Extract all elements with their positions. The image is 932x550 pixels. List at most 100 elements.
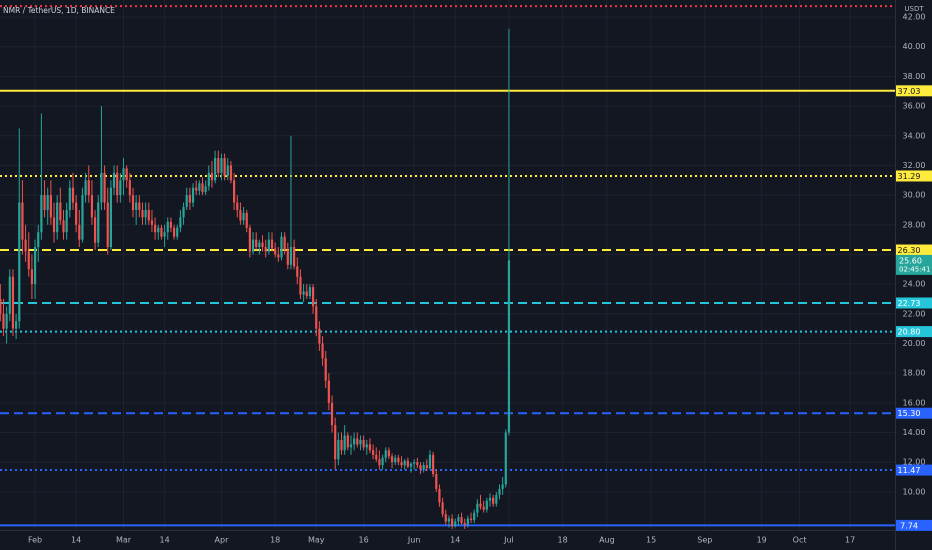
candle-body	[454, 521, 457, 526]
candle-body	[90, 195, 94, 218]
level-label: 26.30	[898, 246, 921, 255]
x-tick-label: May	[308, 536, 325, 545]
x-tick-label: Jul	[503, 536, 514, 545]
candle-body	[318, 328, 321, 344]
candle-body	[406, 460, 409, 467]
candle-body	[450, 518, 454, 526]
candle-body	[488, 497, 492, 501]
candle-body	[59, 202, 62, 221]
candle-body	[460, 517, 463, 524]
y-tick-label: 20.00	[903, 339, 926, 348]
x-tick-label: Apr	[215, 536, 230, 545]
candle-body	[337, 439, 340, 460]
candle-body	[68, 187, 71, 210]
candle-body	[84, 180, 87, 196]
candle-body	[286, 250, 289, 265]
candle-body	[248, 227, 251, 252]
x-tick-label: Aug	[599, 536, 615, 545]
countdown-label: 02:45:41	[899, 265, 930, 273]
candle-body	[274, 248, 277, 255]
candle-body	[116, 172, 119, 196]
candle-body	[378, 459, 381, 466]
candle-body	[280, 236, 283, 258]
candle-body	[413, 462, 416, 464]
candle-body	[210, 172, 214, 181]
y-tick-label: 12.00	[903, 458, 926, 467]
candle-body	[188, 195, 191, 203]
y-tick-label: 24.00	[903, 280, 926, 289]
level-label-box	[896, 170, 932, 182]
candle-body	[56, 202, 59, 233]
level-label-box	[896, 519, 932, 531]
candle-body	[485, 500, 488, 510]
candle-body	[305, 291, 308, 297]
candle-body	[182, 206, 185, 218]
candle-body	[236, 202, 239, 210]
y-tick-label: 36.00	[903, 102, 926, 111]
axis-unit: USDT	[904, 5, 924, 13]
y-tick-label: 14.00	[903, 428, 926, 437]
candle-body	[33, 247, 37, 285]
candle-body	[65, 209, 68, 233]
candle-body	[482, 506, 485, 510]
y-tick-label: 28.00	[903, 220, 926, 229]
level-label: 7.74	[900, 521, 918, 530]
candle-body	[245, 212, 248, 228]
candle-body	[432, 454, 435, 475]
candle-body	[122, 168, 125, 181]
levels	[0, 5, 895, 527]
candle-body	[18, 202, 21, 322]
candle-body	[416, 462, 419, 466]
candle-body	[267, 239, 270, 252]
candle-body	[97, 202, 100, 243]
candle-body	[135, 202, 138, 210]
level-label-box	[896, 464, 932, 476]
level-label: 37.03	[898, 87, 921, 96]
candle-body	[264, 247, 267, 252]
candle-body	[141, 209, 144, 218]
candle-body	[425, 465, 428, 469]
candle-body	[384, 450, 387, 458]
x-tick-label: Sep	[697, 536, 712, 545]
candle-body	[207, 172, 210, 187]
candle-body	[469, 518, 473, 521]
candle-body	[49, 195, 52, 218]
y-tick-label: 40.00	[903, 42, 926, 51]
candle-body	[242, 212, 245, 221]
candle-body	[403, 460, 406, 466]
y-tick-label: 10.00	[903, 487, 926, 496]
level-label-box	[896, 85, 932, 97]
candle-body	[75, 202, 78, 225]
candle-body	[198, 183, 201, 191]
candle-body	[8, 276, 11, 314]
candle-body	[349, 444, 353, 448]
candle-body	[251, 239, 255, 252]
level-label-box	[896, 297, 932, 309]
y-tick-label: 32.00	[903, 161, 926, 170]
candle-body	[100, 172, 103, 203]
level-label: 20.80	[898, 328, 921, 337]
candle-body	[283, 236, 286, 251]
candle-body	[400, 462, 403, 466]
candle-body	[289, 247, 293, 265]
candle-body	[359, 439, 362, 445]
candle-body	[131, 195, 135, 210]
candle-body	[239, 209, 242, 221]
current-price-label: 25.60	[899, 256, 922, 265]
candle-body	[220, 158, 223, 173]
candle-body	[381, 457, 384, 466]
candle-body	[330, 402, 334, 426]
candle-body	[11, 276, 15, 329]
candle-body	[201, 183, 204, 193]
candle-body	[43, 195, 46, 210]
x-tick-label: 14	[450, 536, 460, 545]
candle-body	[103, 172, 106, 203]
candle-body	[157, 227, 160, 233]
candle-body	[293, 247, 296, 267]
candle-body	[62, 220, 65, 233]
candle-body	[353, 438, 356, 445]
y-tick-label: 38.00	[903, 72, 926, 81]
candle-body	[498, 488, 501, 495]
candle-body	[343, 435, 346, 451]
